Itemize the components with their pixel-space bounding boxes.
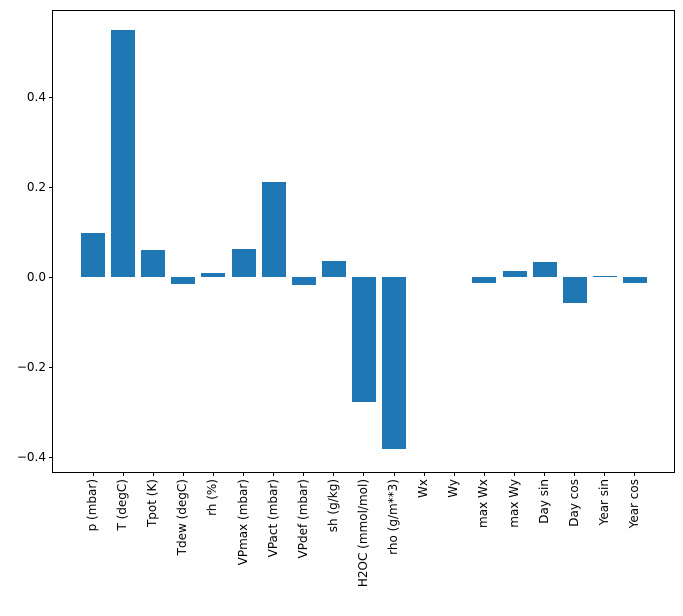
- x-tick-wy: [453, 472, 455, 476]
- x-tick-day-cos: [574, 472, 576, 476]
- bar-rho-g-m-3: [382, 277, 407, 449]
- x-tick-year-sin: [604, 472, 606, 476]
- x-tick-label-tdew-degc: Tdew (degC): [175, 479, 190, 556]
- bar-p-mbar: [81, 233, 105, 277]
- x-tick-tpot-k: [152, 472, 154, 476]
- x-tick-sh-g-kg: [333, 472, 335, 476]
- bar-sh-g-kg: [321, 261, 346, 277]
- x-tick-label-year-sin: Year sin: [596, 479, 611, 526]
- x-tick-h2oc-mmol-mol: [363, 472, 365, 476]
- x-tick-label-vpdef-mbar: VPdef (mbar): [295, 479, 310, 559]
- y-tick-0: [49, 276, 53, 278]
- bar-day-cos: [562, 277, 587, 303]
- bar-vpact-mbar: [261, 182, 286, 277]
- x-tick-max-wy: [514, 472, 516, 476]
- x-tick-label-vpmax-mbar: VPmax (mbar): [235, 479, 250, 566]
- y-tick-label-neg0p2: −0.2: [16, 360, 46, 374]
- x-tick-label-year-cos: Year cos: [626, 479, 641, 529]
- y-tick-label-0p4: 0.4: [26, 90, 46, 104]
- x-tick-p-mbar: [92, 472, 94, 476]
- x-tick-wx: [423, 472, 425, 476]
- x-tick-rh: [212, 472, 214, 476]
- y-tick-label-0: 0.0: [26, 270, 46, 284]
- x-tick-label-sh-g-kg: sh (g/kg): [325, 479, 340, 533]
- x-tick-label-h2oc-mmol-mol: H2OC (mmol/mol): [355, 479, 370, 588]
- x-tick-label-p-mbar: p (mbar): [85, 479, 99, 532]
- bar-t-degc: [111, 30, 136, 277]
- bar-max-wx: [472, 277, 497, 283]
- bar-day-sin: [532, 262, 557, 277]
- x-tick-t-degc: [122, 472, 124, 476]
- x-tick-label-vpact-mbar: VPact (mbar): [265, 479, 280, 558]
- x-tick-vpdef-mbar: [303, 472, 305, 476]
- x-tick-label-max-wx: max Wx: [476, 479, 491, 528]
- bar-h2oc-mmol-mol: [351, 277, 376, 402]
- bar-rh: [201, 273, 226, 277]
- x-tick-label-rh: rh (%): [205, 479, 220, 516]
- x-tick-label-day-cos: Day cos: [566, 479, 581, 527]
- bar-tpot-k: [141, 250, 166, 277]
- x-tick-vpact-mbar: [273, 472, 275, 476]
- x-tick-label-wx: Wx: [416, 479, 431, 498]
- x-tick-rho-g-m-3: [393, 472, 395, 476]
- x-tick-year-cos: [634, 472, 636, 476]
- y-tick-0p2: [49, 186, 53, 188]
- x-tick-label-max-wy: max Wy: [506, 479, 521, 528]
- x-tick-tdew-degc: [182, 472, 184, 476]
- x-tick-day-sin: [544, 472, 546, 476]
- y-tick-0p4: [49, 96, 53, 98]
- bar-year-cos: [622, 277, 647, 283]
- x-tick-vpmax-mbar: [243, 472, 245, 476]
- y-tick-neg0p2: [49, 366, 53, 368]
- plot-area: [52, 10, 675, 473]
- bar-tdew-degc: [171, 277, 196, 284]
- y-tick-label-neg0p4: −0.4: [16, 450, 46, 464]
- y-tick-neg0p4: [49, 456, 53, 458]
- x-tick-label-tpot-k: Tpot (K): [145, 479, 160, 528]
- bar-vpdef-mbar: [291, 277, 316, 285]
- bar-year-sin: [592, 276, 617, 277]
- y-tick-label-0p2: 0.2: [26, 180, 46, 194]
- x-tick-label-day-sin: Day sin: [536, 479, 551, 524]
- bar-max-wy: [502, 271, 527, 277]
- x-tick-max-wx: [483, 472, 485, 476]
- x-tick-label-t-degc: T (degC): [115, 479, 130, 531]
- x-tick-label-rho-g-m-3: rho (g/m**3): [386, 479, 401, 555]
- bar-vpmax-mbar: [231, 249, 256, 277]
- x-tick-label-wy: Wy: [446, 479, 461, 498]
